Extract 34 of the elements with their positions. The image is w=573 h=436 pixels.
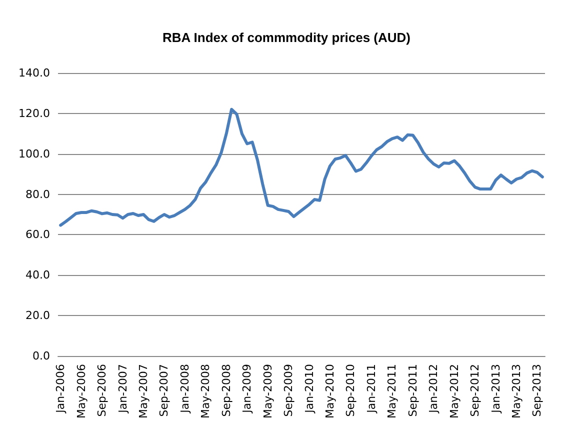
x-tick-label: May-2013 xyxy=(510,364,524,419)
x-tick-label: Sep-2010 xyxy=(344,364,358,417)
x-tick-label: May-2012 xyxy=(448,364,461,419)
x-tick-label: Sep-2008 xyxy=(220,364,233,417)
x-tick-label: May-2010 xyxy=(323,364,336,419)
y-tick-label: 120.0 xyxy=(18,106,50,120)
y-tick-label: 40.0 xyxy=(26,268,50,282)
x-tick-label: Jan-2008 xyxy=(178,364,192,414)
line-series xyxy=(59,108,544,227)
x-tick-label: May-2008 xyxy=(199,364,212,419)
y-tick-label: 20.0 xyxy=(26,309,50,322)
x-tick-label: Sep-2006 xyxy=(96,364,109,417)
x-tick-label: Sep-2007 xyxy=(158,364,171,417)
x-tick-label: May-2009 xyxy=(261,364,274,419)
x-tick-label: May-2007 xyxy=(136,364,150,419)
y-tick-label: 100.0 xyxy=(18,147,50,160)
x-tick-label: Jan-2007 xyxy=(116,364,130,414)
x-tick-label: Jan-2012 xyxy=(427,364,440,414)
x-tick-label: Sep-2013 xyxy=(530,364,544,417)
x-tick-label: Jan-2013 xyxy=(489,364,502,414)
x-tick-label: May-2011 xyxy=(386,364,399,419)
y-tick-label: 60.0 xyxy=(26,228,50,242)
x-tick-label: Sep-2012 xyxy=(468,364,482,417)
x-tick-label: Jan-2009 xyxy=(240,364,254,414)
x-tick-label: Jan-2006 xyxy=(54,364,68,414)
x-tick-label: Jan-2010 xyxy=(302,364,316,414)
x-tick-label: Jan-2011 xyxy=(364,364,378,414)
x-tick-label: May-2006 xyxy=(74,364,88,419)
y-tick-label: 80.0 xyxy=(26,188,50,201)
chart-title: RBA Index of commmodity prices (AUD) xyxy=(162,30,410,45)
x-tick-label: Sep-2011 xyxy=(406,364,420,417)
x-tick-label: Sep-2009 xyxy=(282,364,296,417)
y-tick-label: 0.0 xyxy=(32,350,50,362)
y-tick-label: 140.0 xyxy=(18,66,50,80)
